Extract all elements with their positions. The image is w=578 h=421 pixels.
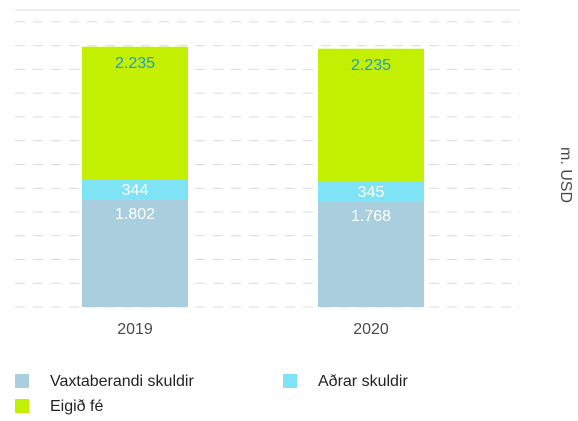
- data-label: 344: [122, 182, 149, 199]
- bar-segment: [318, 48, 424, 182]
- bar-segment: [318, 201, 424, 307]
- data-label: 1.802: [115, 206, 155, 223]
- data-label: 2.235: [115, 55, 155, 72]
- legend-swatch: [15, 374, 29, 388]
- legend-swatch: [15, 399, 29, 413]
- legend-label: Eigið fé: [50, 398, 103, 415]
- bar-segment: [82, 179, 188, 200]
- legend-label: Vaxtaberandi skuldir: [50, 373, 194, 390]
- data-label: 345: [358, 184, 385, 201]
- y-axis-label: m. USD: [557, 147, 574, 203]
- bar-segment: [82, 199, 188, 307]
- x-tick-label: 2019: [117, 321, 153, 338]
- bar-segment: [318, 181, 424, 202]
- data-label: 2.235: [351, 57, 391, 74]
- bar-segment: [82, 46, 188, 180]
- data-label: 1.768: [351, 208, 391, 225]
- legend-label: Aðrar skuldir: [318, 373, 408, 390]
- x-tick-label: 2020: [353, 321, 389, 338]
- legend-swatch: [283, 374, 297, 388]
